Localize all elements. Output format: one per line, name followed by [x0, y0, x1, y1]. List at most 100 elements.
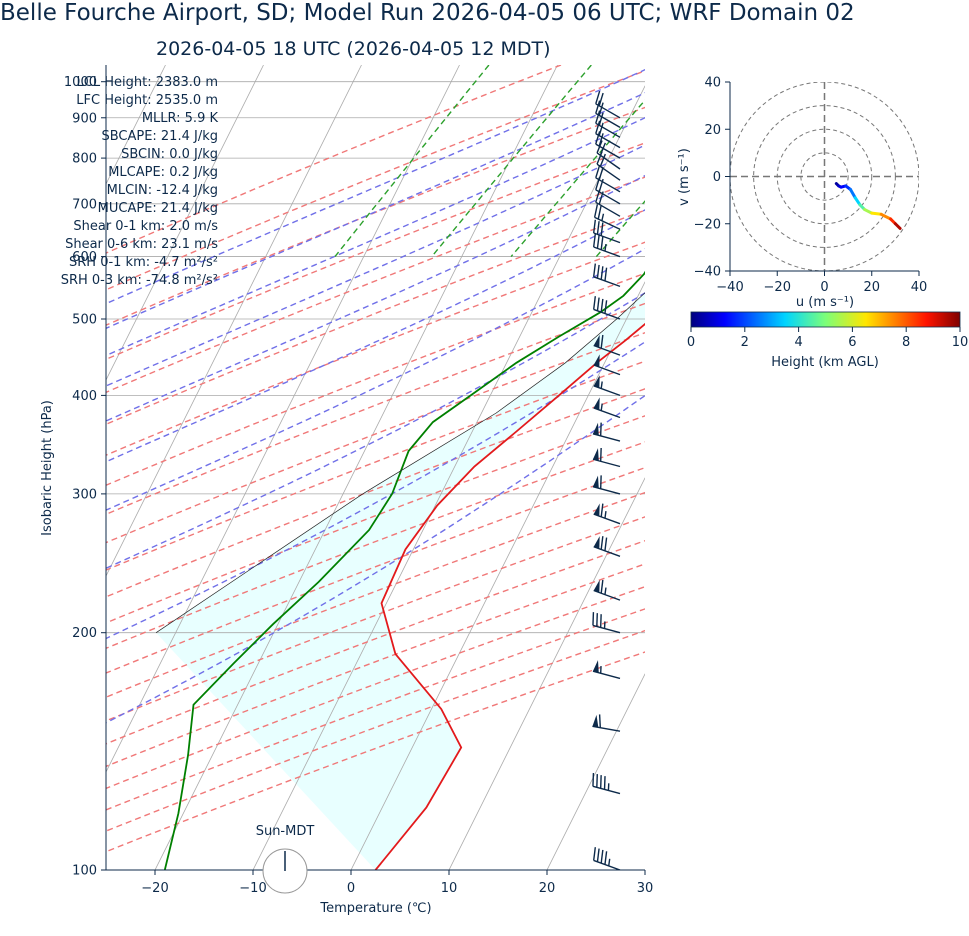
hodo-segment [879, 212, 893, 221]
isotherm-line [106, 65, 362, 577]
y-tick-label: 400 [72, 389, 97, 404]
parcel-profile [155, 292, 645, 633]
param-srh-0-1km: SRH 0-1 km: -4.7 m²/s² [69, 255, 218, 270]
cape-area [156, 292, 645, 870]
y-tick-label: 1000 [64, 75, 97, 90]
dewpoint-profile [163, 270, 645, 870]
wind-barb [593, 204, 621, 230]
isotherm-line [106, 65, 264, 381]
mixing-ratio-line [334, 65, 490, 258]
chart-subtitle: 2026-04-05 18 UTC (2026-04-05 12 MDT) [156, 38, 551, 60]
param-srh-0-3km: SRH 0-3 km: -74.8 m²/s² [61, 273, 218, 288]
param-mlcape: MLCAPE: 0.2 J/kg [108, 165, 218, 180]
hodo-y-tick-label: −20 [694, 217, 721, 232]
hodo-x-tick-label: 0 [820, 280, 828, 295]
y-tick-label: 900 [72, 111, 97, 126]
colorbar: 0 2 4 6 8 10 Height (km AGL) [687, 311, 969, 370]
x-tick-label: −20 [141, 881, 168, 896]
x-axis-label: Temperature (℃) [319, 901, 431, 916]
mixing-ratio-line [846, 65, 969, 257]
dry-adiabat [106, 491, 645, 698]
hodo-x-tick-label: 40 [911, 280, 928, 295]
isotherm-line [644, 869, 645, 870]
wind-barb [592, 612, 621, 634]
mixing-ratio-line [431, 65, 592, 258]
hodo-x-tick-label: 20 [863, 280, 880, 295]
dry-adiabat [106, 466, 645, 674]
dry-adiabat [106, 142, 645, 361]
wind-barb [595, 131, 621, 159]
x-tick-label: 20 [539, 881, 556, 896]
isotherm-line [252, 85, 645, 870]
wind-barb [595, 110, 621, 138]
hodo-segment [893, 222, 902, 230]
wind-barb [593, 375, 621, 397]
x-tick-label: 0 [347, 881, 355, 896]
colorbar-tick-label: 10 [952, 335, 969, 350]
hodo-y-tick-label: 40 [704, 76, 721, 91]
hodograph-trace [834, 182, 902, 230]
wind-barb [593, 334, 621, 356]
hodo-x-label: u (m s⁻¹) [796, 295, 854, 310]
mixing-ratio-line [595, 200, 645, 258]
moist-adiabat [106, 341, 645, 640]
x-tick-label: 10 [441, 881, 458, 896]
y-tick-label: 200 [72, 626, 97, 641]
isotherm-line [448, 477, 645, 870]
moist-adiabat [106, 174, 645, 422]
wind-barb [593, 354, 621, 376]
hodo-y-tick-label: 20 [704, 123, 721, 138]
hodo-x-tick-label: −20 [764, 280, 791, 295]
colorbar-tick-label: 4 [794, 335, 802, 350]
dry-adiabat [106, 241, 645, 456]
hodo-segment [848, 187, 857, 200]
hodo-y-label: v (m s⁻¹) [677, 148, 692, 206]
colorbar-tick-label: 0 [687, 335, 695, 350]
param-mlcin: MLCIN: -12.4 J/kg [107, 183, 218, 198]
isotherm-line [546, 673, 645, 870]
mixing-ratio-line [510, 99, 645, 258]
wind-barb [592, 714, 621, 732]
colorbar-tick-label: 8 [902, 335, 910, 350]
wind-barb [593, 397, 621, 419]
dry-adiabat [106, 415, 645, 624]
wind-barb [595, 100, 621, 129]
colorbar-label: Height (km AGL) [771, 355, 879, 370]
chart-title: Belle Fourche Airport, SD; Model Run 202… [0, 0, 855, 26]
y-tick-label: 300 [72, 487, 97, 502]
isotherm-line [743, 65, 969, 870]
isotherm-line [154, 65, 558, 870]
x-tick-label: 30 [637, 881, 654, 896]
wind-barb [593, 503, 621, 525]
isotherm-line [0, 65, 68, 870]
clock-label: Sun-MDT [256, 824, 315, 839]
mixing-ratio-line [890, 65, 969, 257]
param-lcl-height: LCL Height: 2383.0 m [77, 75, 218, 90]
y-tick-label: 600 [72, 250, 97, 265]
wind-barb [592, 263, 621, 288]
hodograph-background [730, 82, 919, 271]
moist-adiabat [106, 292, 645, 570]
wind-barb [592, 422, 621, 442]
hodograph-axes: −40 −20 0 20 40 −40 −20 0 20 40 [694, 76, 928, 296]
dry-adiabat [106, 65, 562, 254]
sun-clock-icon [262, 848, 308, 894]
hodo-y-tick-label: 0 [713, 170, 721, 185]
wind-barb [595, 90, 621, 119]
skewt-axes: 100 200 300 400 500 600 700 800 900 1000 −20 −10 0 10… [64, 65, 653, 896]
wind-barb [592, 296, 621, 320]
y-tick-label: 100 [72, 864, 97, 879]
isotherm-line [350, 281, 645, 870]
skewt-background [0, 65, 969, 870]
param-sbcape: SBCAPE: 21.4 J/kg [101, 129, 218, 144]
moist-adiabat [106, 92, 645, 330]
parameter-list: LCL Height: 2383.0 m LFC Height: 2535.0 … [61, 75, 219, 288]
hodo-x-tick-label: −40 [716, 280, 743, 295]
param-shear-0-6km: Shear 0-6 km: 23.1 m/s [65, 237, 218, 252]
mixing-ratio-line [786, 65, 969, 257]
param-lfc-height: LFC Height: 2535.0 m [76, 93, 218, 108]
y-axis-label: Isobaric Height (hPa) [40, 400, 55, 536]
hodo-segment [870, 211, 883, 216]
wind-barb [592, 772, 621, 795]
